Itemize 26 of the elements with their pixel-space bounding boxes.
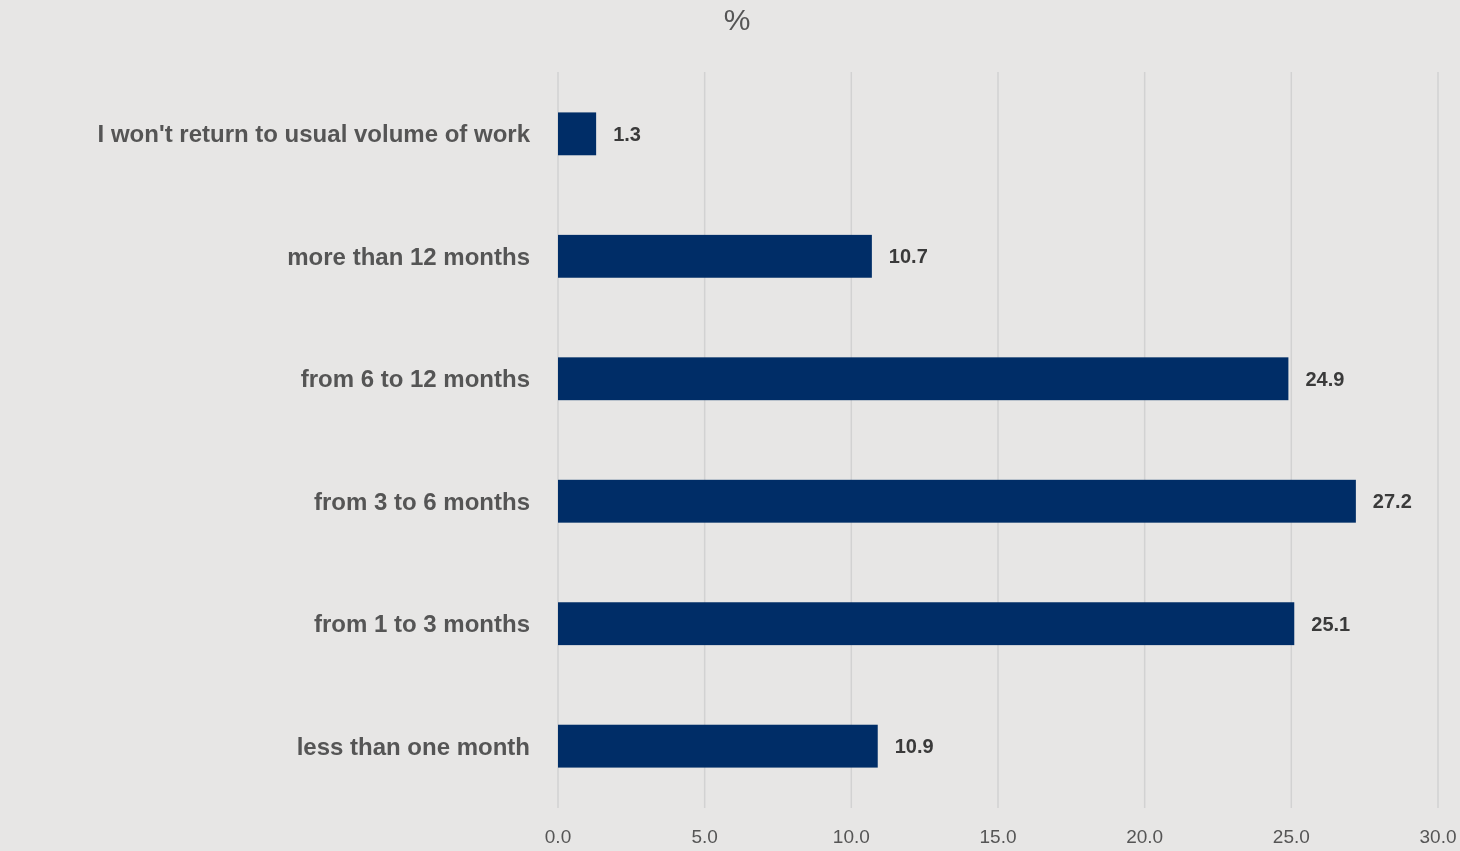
x-tick-label: 25.0 [1272,825,1310,847]
x-tick-label: 0.0 [544,825,572,847]
data-label: 25.1 [1311,612,1351,635]
x-tick-label: 5.0 [691,825,718,847]
x-tick-label: 15.0 [979,825,1017,847]
y-tick-label: I won't return to usual volume of work [97,120,531,148]
data-label: 10.9 [894,735,934,758]
bar [558,602,1295,646]
y-tick-label: from 3 to 6 months [313,487,530,515]
y-tick-label: more than 12 months [287,242,530,270]
bar [558,479,1356,523]
x-tick-label: 30.0 [1419,825,1457,847]
data-label: 10.7 [888,245,928,268]
y-tick-label: less than one month [296,732,530,760]
x-tick-label: 20.0 [1126,825,1164,847]
chart-title: % [723,3,751,36]
data-label: 1.3 [613,122,641,145]
data-label: 24.9 [1305,367,1345,390]
y-tick-label: from 6 to 12 months [300,365,530,393]
x-tick-label: 10.0 [832,825,870,847]
bar [558,724,878,768]
bar [558,357,1289,401]
data-label: 27.2 [1372,490,1412,513]
bar [558,112,597,156]
bar [558,234,872,278]
y-tick-label: from 1 to 3 months [313,610,530,638]
